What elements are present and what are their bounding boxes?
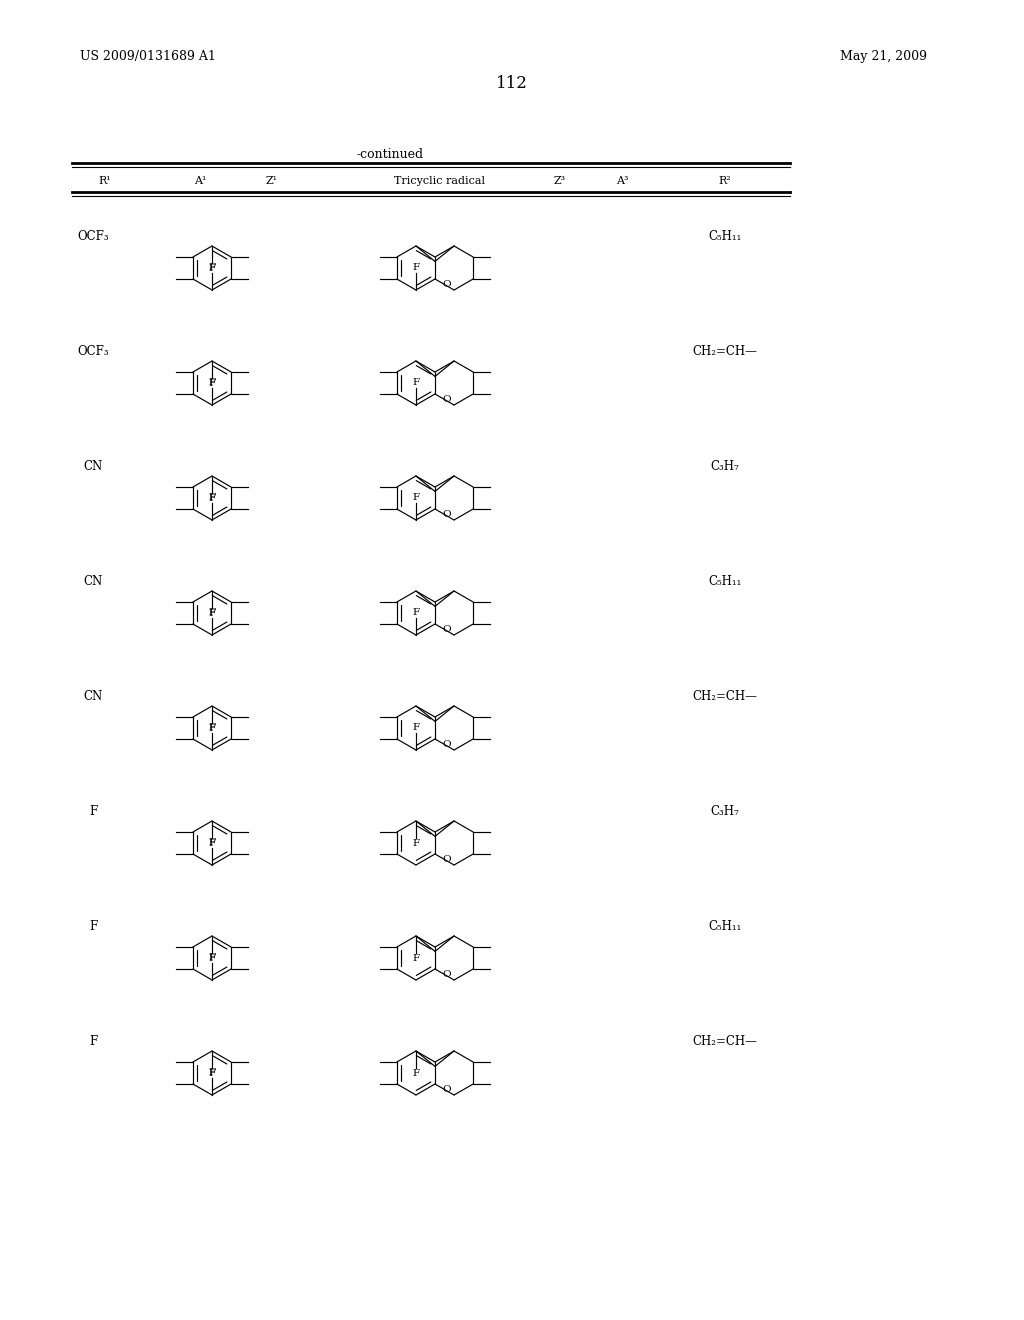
- Text: F: F: [209, 378, 216, 387]
- Text: F: F: [413, 723, 420, 733]
- Text: F: F: [209, 840, 216, 847]
- Text: F: F: [209, 954, 216, 964]
- Text: O: O: [442, 970, 451, 979]
- Text: O: O: [442, 1085, 451, 1094]
- Text: F: F: [89, 805, 97, 818]
- Text: O: O: [442, 510, 451, 519]
- Text: F: F: [413, 378, 420, 387]
- Text: F: F: [413, 954, 420, 964]
- Text: F: F: [413, 609, 420, 616]
- Text: CN: CN: [83, 576, 102, 587]
- Text: Z¹: Z¹: [266, 176, 278, 186]
- Text: OCF₃: OCF₃: [77, 230, 109, 243]
- Text: C₃H₇: C₃H₇: [711, 459, 739, 473]
- Text: F: F: [209, 264, 216, 273]
- Text: Z³: Z³: [554, 176, 566, 186]
- Text: CN: CN: [83, 690, 102, 704]
- Text: CN: CN: [83, 459, 102, 473]
- Text: May 21, 2009: May 21, 2009: [840, 50, 927, 63]
- Text: US 2009/0131689 A1: US 2009/0131689 A1: [80, 50, 216, 63]
- Text: O: O: [442, 624, 451, 634]
- Text: F: F: [209, 379, 216, 388]
- Text: F: F: [209, 263, 216, 272]
- Text: F: F: [209, 494, 216, 503]
- Text: -continued: -continued: [356, 148, 424, 161]
- Text: F: F: [209, 1068, 216, 1077]
- Text: O: O: [442, 855, 451, 865]
- Text: C₅H₁₁: C₅H₁₁: [709, 230, 741, 243]
- Text: F: F: [413, 1069, 420, 1078]
- Text: A¹: A¹: [194, 176, 206, 186]
- Text: O: O: [442, 395, 451, 404]
- Text: Tricyclic radical: Tricyclic radical: [394, 176, 485, 186]
- Text: R¹: R¹: [98, 176, 112, 186]
- Text: F: F: [209, 838, 216, 847]
- Text: OCF₃: OCF₃: [77, 345, 109, 358]
- Text: C₅H₁₁: C₅H₁₁: [709, 576, 741, 587]
- Text: CH₂=CH—: CH₂=CH—: [692, 345, 758, 358]
- Text: 112: 112: [496, 75, 528, 92]
- Text: F: F: [209, 1069, 216, 1078]
- Text: CH₂=CH—: CH₂=CH—: [692, 1035, 758, 1048]
- Text: O: O: [442, 280, 451, 289]
- Text: O: O: [442, 741, 451, 748]
- Text: F: F: [209, 953, 216, 962]
- Text: R²: R²: [719, 176, 731, 186]
- Text: F: F: [413, 263, 420, 272]
- Text: F: F: [89, 1035, 97, 1048]
- Text: A³: A³: [615, 176, 629, 186]
- Text: F: F: [209, 492, 216, 502]
- Text: C₅H₁₁: C₅H₁₁: [709, 920, 741, 933]
- Text: F: F: [209, 723, 216, 733]
- Text: F: F: [209, 609, 216, 616]
- Text: F: F: [413, 492, 420, 502]
- Text: F: F: [413, 840, 420, 847]
- Text: F: F: [209, 609, 216, 618]
- Text: F: F: [209, 723, 216, 733]
- Text: C₃H₇: C₃H₇: [711, 805, 739, 818]
- Text: CH₂=CH—: CH₂=CH—: [692, 690, 758, 704]
- Text: F: F: [89, 920, 97, 933]
